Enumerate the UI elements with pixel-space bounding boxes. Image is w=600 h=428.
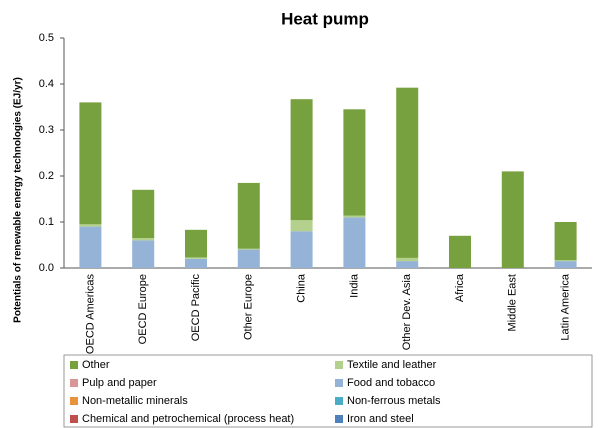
x-tick-label: Middle East [507, 274, 519, 331]
x-tick-label: China [296, 273, 308, 303]
bar-segment [396, 87, 419, 258]
legend-box [63, 354, 593, 428]
legend-label: Non-metallic minerals [82, 395, 188, 407]
bar-segment [237, 249, 260, 268]
x-tick-label: OECD Americas [84, 274, 96, 355]
x-tick-label: Other Europe [243, 274, 255, 340]
y-tick-label: 0.1 [39, 216, 54, 228]
chart-title: Heat pump [281, 9, 369, 28]
bar-segment [79, 226, 102, 268]
legend-swatch [335, 379, 343, 387]
legend-label: Non-ferrous metals [347, 395, 441, 407]
legend-label: Chemical and petrochemical (process heat… [82, 413, 294, 425]
bar-segment [554, 222, 577, 261]
x-tick-label: India [348, 273, 360, 298]
legend-swatch [335, 361, 343, 369]
bar-segment [554, 261, 577, 268]
y-axis-label: Potentials of renewable energy technolog… [13, 77, 24, 323]
bar-segment [290, 99, 313, 221]
bar-segment [343, 215, 366, 218]
x-tick-label: OECD Pacific [190, 274, 202, 342]
bar-segment [290, 231, 313, 268]
bar-segment [237, 182, 260, 249]
bar-segment [185, 229, 207, 258]
bar-segment [237, 248, 260, 250]
bar-segment [132, 189, 155, 239]
bar-segment [185, 257, 207, 259]
bar-segment [79, 102, 102, 225]
legend-swatch [70, 361, 78, 369]
bar-segment [132, 240, 155, 268]
legend-swatch [335, 415, 343, 423]
bar-segment [132, 238, 155, 241]
bar-segment [79, 224, 102, 227]
bar-segment [501, 171, 524, 268]
legend-label: Iron and steel [347, 413, 414, 425]
bar-segment [396, 257, 419, 262]
legend-label: Pulp and paper [82, 377, 157, 389]
y-tick-label: 0.3 [39, 124, 54, 136]
bar-segment [185, 258, 207, 268]
bar-segment [343, 109, 366, 216]
y-tick-label: 0.5 [39, 32, 54, 44]
bar-segment [396, 261, 419, 268]
bar-segment [554, 260, 577, 262]
bar-segment [290, 220, 313, 232]
legend-swatch [70, 379, 78, 387]
legend-label: Textile and leather [347, 359, 437, 371]
x-tick-label: Latin America [560, 273, 572, 341]
y-tick-label: 0.0 [39, 262, 54, 274]
y-tick-label: 0.2 [39, 170, 54, 182]
y-tick-label: 0.4 [39, 78, 54, 90]
bar-segment [343, 217, 366, 268]
legend-label: Food and tobacco [347, 377, 435, 389]
legend-label: Other [82, 359, 110, 371]
x-tick-label: OECD Europe [137, 274, 149, 344]
legend-swatch [70, 397, 78, 405]
bar-segment [449, 235, 471, 268]
legend-swatch [335, 397, 343, 405]
x-tick-label: Other Dev. Asia [401, 273, 413, 350]
x-tick-label: Africa [454, 273, 466, 302]
legend-swatch [70, 415, 78, 423]
